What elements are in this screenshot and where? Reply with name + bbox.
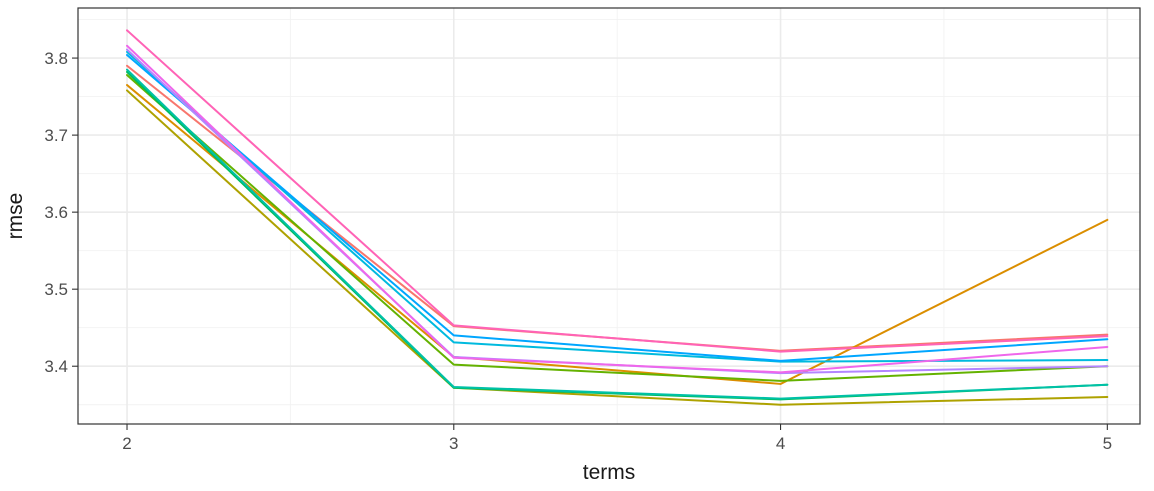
axis-ticks: 2 3 4 5 3.4 3.5 3.6 3.7 3.8	[44, 49, 1112, 453]
y-tick-label: 3.4	[44, 357, 68, 376]
y-axis-title: rmse	[4, 193, 27, 240]
x-tick-label: 5	[1103, 434, 1112, 453]
series-line-8	[126, 53, 1109, 362]
gridlines	[78, 8, 1140, 424]
x-tick-label: 4	[776, 434, 785, 453]
y-tick-label: 3.7	[44, 126, 68, 145]
y-tick-label: 3.5	[44, 280, 68, 299]
x-tick-label: 3	[449, 434, 458, 453]
y-tick-label: 3.8	[44, 49, 68, 68]
series-line-11	[126, 29, 1109, 353]
series-line-6	[126, 68, 1109, 400]
series-line-4	[126, 74, 1109, 382]
series-line-7	[126, 50, 1109, 363]
plot-panel-border	[77, 7, 1141, 425]
series-line-10	[126, 44, 1109, 374]
y-tick-label: 3.6	[44, 203, 68, 222]
x-tick-label: 2	[122, 434, 131, 453]
series-lines	[126, 29, 1109, 406]
x-axis-title: terms	[583, 461, 636, 484]
series-line-3	[126, 89, 1109, 406]
